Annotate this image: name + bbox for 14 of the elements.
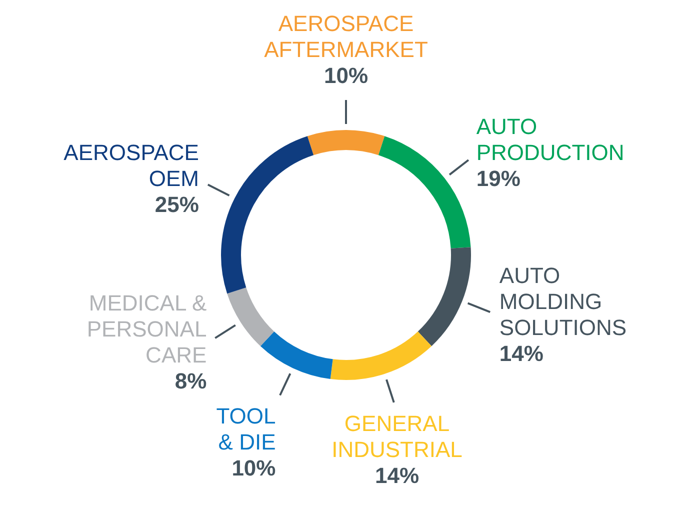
slice-label: AUTO MOLDING SOLUTIONS [499,262,627,340]
data-label: 14% [374,462,420,488]
slice-label: AUTO PRODUCTION [476,114,624,165]
slice-label: AEROSPACE AFTERMARKET [264,11,428,62]
slice-label: AEROSPACE OEM [64,140,199,192]
data-label: 10% [324,63,368,88]
slice-label: MEDICAL & PERSONAL CARE [86,290,207,368]
slice-label: GENERAL INDUSTRIAL [332,410,462,462]
data-label: 14% [499,340,544,366]
data-label: 19% [476,166,520,191]
data-label: 25% [154,192,199,218]
data-label: 8% [174,368,207,394]
slice-label: TOOL & DIE [216,403,276,454]
data-label: 10% [232,455,276,480]
